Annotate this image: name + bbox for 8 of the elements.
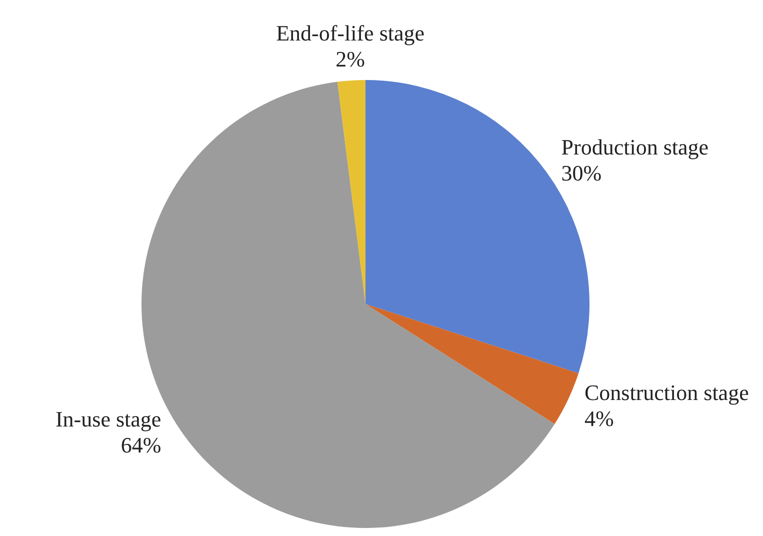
data-label: 4% <box>584 406 614 431</box>
slice-label: Construction stage <box>584 380 749 405</box>
slice-label: In-use stage <box>55 406 162 432</box>
slice-label: End-of-life stage <box>276 20 425 46</box>
slice-label: Production stage <box>561 134 709 160</box>
data-label: 2% <box>336 46 365 72</box>
data-label: 64% <box>120 432 162 458</box>
data-label: 30% <box>561 160 602 186</box>
